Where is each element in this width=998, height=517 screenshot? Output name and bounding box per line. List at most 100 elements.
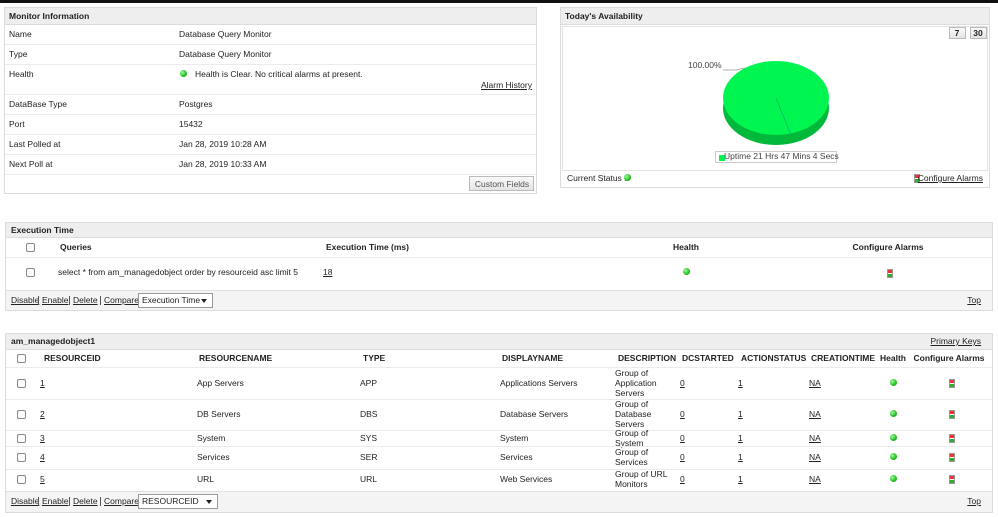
row-divider (5, 44, 536, 45)
alarm-icon[interactable] (914, 173, 920, 183)
period-label: 30 (973, 28, 983, 38)
checkbox[interactable] (16, 452, 26, 462)
period-button[interactable] (970, 27, 987, 39)
cell[interactable]: 5 (40, 474, 45, 484)
action-link[interactable]: Enable (42, 496, 69, 506)
cell[interactable]: NA (809, 474, 821, 484)
alarm-icon[interactable] (949, 474, 955, 484)
row-divider (6, 469, 992, 470)
cell[interactable]: 0 (680, 409, 685, 419)
row-divider (5, 154, 536, 155)
panel-footer (6, 491, 992, 512)
checkbox[interactable] (16, 353, 26, 363)
checkbox[interactable] (16, 433, 26, 443)
alarm-icon[interactable] (949, 452, 955, 462)
cell[interactable]: 0 (680, 452, 685, 462)
cell[interactable]: 3 (40, 433, 45, 443)
checkbox[interactable] (16, 474, 26, 484)
field-value: Jan 28, 2019 10:28 AM (179, 139, 267, 149)
alarm-icon[interactable] (949, 433, 955, 443)
alarm-icon[interactable] (949, 409, 955, 419)
select-value: RESOURCEID (142, 496, 199, 506)
alarm-icon[interactable] (949, 378, 955, 388)
field-label: Port (9, 119, 25, 129)
alarm-icon[interactable] (887, 268, 893, 278)
column-header: ACTIONSTATUS (741, 353, 807, 363)
period-button[interactable] (949, 27, 966, 39)
column-header: DESCRIPTION (618, 353, 677, 363)
cell: Group of Database Servers (615, 399, 652, 429)
cell: URL (197, 474, 215, 484)
separator (38, 496, 39, 506)
health-icon (889, 474, 897, 482)
cell: Services (197, 452, 230, 462)
cell[interactable]: 1 (738, 452, 743, 462)
panel-title: Monitor Information (9, 11, 90, 21)
top-link[interactable]: Top (967, 295, 981, 305)
primary-keys-link[interactable]: Primary Keys (930, 336, 981, 346)
field-label: Name (9, 29, 32, 39)
cell: Group of System (615, 428, 649, 448)
select-value: Execution Time (142, 295, 201, 305)
select-box[interactable] (138, 293, 213, 308)
cell[interactable]: 1 (738, 378, 743, 388)
panel-header (6, 223, 992, 238)
cell[interactable]: 0 (680, 474, 685, 484)
field-value: Database Query Monitor (179, 49, 272, 59)
cell: App Servers (197, 378, 244, 388)
checkbox[interactable] (25, 242, 35, 252)
checkbox[interactable] (16, 409, 26, 419)
cell[interactable]: 4 (40, 452, 45, 462)
separator (38, 295, 39, 305)
pie-label: 100.00% (688, 60, 722, 70)
column-header: DISPLAYNAME (502, 353, 564, 363)
panel-header (6, 334, 992, 350)
health-icon (179, 69, 187, 77)
panel-footer (6, 290, 992, 310)
column-header: Configure Alarms (852, 242, 924, 252)
top-link[interactable]: Top (967, 496, 981, 506)
column-header: TYPE (363, 353, 386, 363)
cell[interactable]: 1 (738, 433, 743, 443)
action-link[interactable]: Enable (42, 295, 69, 305)
health-icon (623, 173, 631, 181)
action-link[interactable]: Compare (104, 496, 139, 506)
cell[interactable]: 0 (680, 378, 685, 388)
top-bar (0, 0, 998, 3)
cell[interactable]: 2 (40, 409, 45, 419)
period-label: 7 (954, 28, 960, 38)
action-link[interactable]: Disable (11, 295, 40, 305)
cell[interactable]: NA (809, 452, 821, 462)
cell[interactable]: NA (809, 409, 821, 419)
cell: SYS (360, 433, 378, 443)
cell[interactable]: NA (809, 378, 821, 388)
cell: Group of Application Servers (615, 368, 657, 398)
cell[interactable]: NA (809, 433, 821, 443)
checkbox[interactable] (25, 267, 35, 277)
cell[interactable]: 1 (40, 378, 45, 388)
alarm-history-link[interactable]: Alarm History (480, 80, 532, 90)
action-link[interactable]: Disable (11, 496, 40, 506)
field-value: Jan 28, 2019 10:33 AM (179, 159, 267, 169)
column-header: Queries (60, 242, 92, 252)
column-header: Health (673, 242, 699, 252)
panel-title: am_managedobject1 (11, 336, 96, 346)
action-link[interactable]: Compare (104, 295, 139, 305)
configure-alarms-link[interactable]: Configure Alarms (917, 173, 983, 183)
cell[interactable]: 0 (680, 433, 685, 443)
separator (100, 496, 101, 506)
cell: Database Servers (500, 409, 569, 419)
custom-fields-button[interactable] (469, 176, 534, 191)
cell: System (197, 433, 226, 443)
action-link[interactable]: Delete (73, 295, 98, 305)
cell[interactable]: 1 (738, 474, 743, 484)
field-label: Last Polled at (9, 139, 61, 149)
cell: Applications Servers (500, 378, 578, 388)
cell[interactable]: 1 (738, 409, 743, 419)
checkbox[interactable] (16, 378, 26, 388)
action-link[interactable]: Delete (73, 496, 98, 506)
execution-time[interactable]: 18 (323, 267, 333, 277)
select-box[interactable] (138, 494, 218, 509)
health-icon (889, 452, 897, 460)
field-label: Health (9, 69, 34, 79)
